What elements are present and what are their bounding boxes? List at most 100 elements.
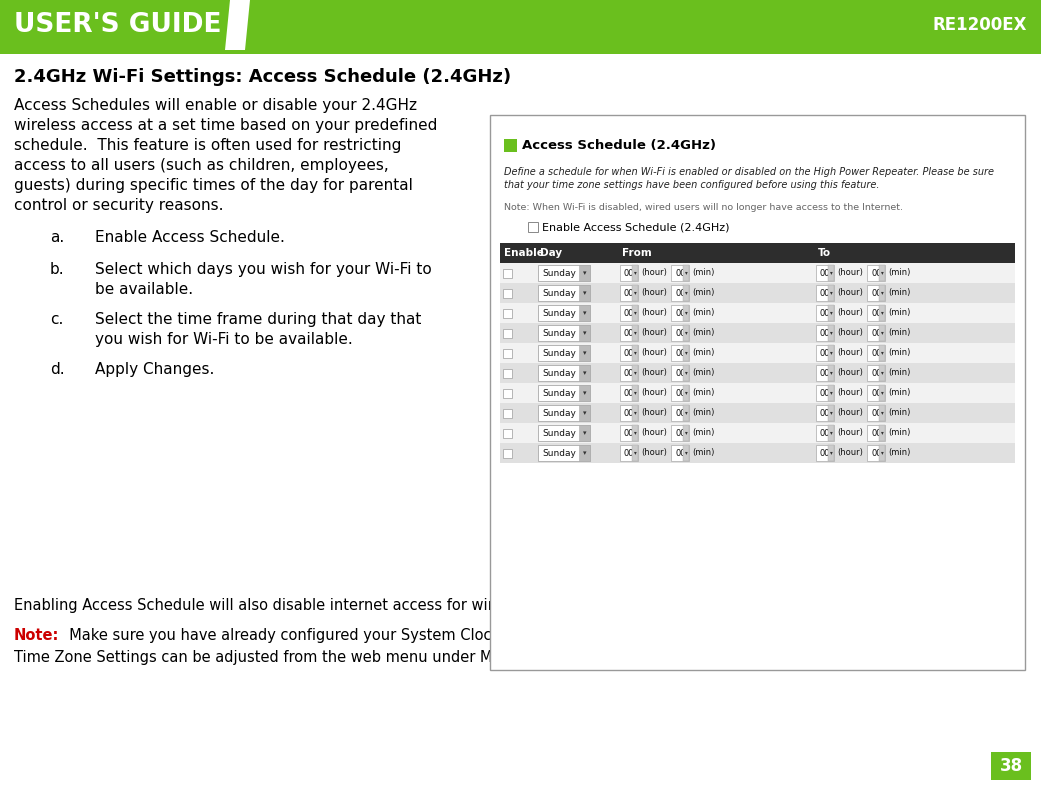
Bar bbox=[538, 325, 590, 341]
Text: ▾: ▾ bbox=[881, 371, 884, 375]
Text: ▾: ▾ bbox=[830, 310, 833, 315]
Text: ▾: ▾ bbox=[634, 411, 636, 416]
Bar bbox=[632, 365, 638, 381]
Text: ▾: ▾ bbox=[830, 450, 833, 456]
Text: 00: 00 bbox=[871, 449, 882, 457]
Bar bbox=[671, 265, 689, 281]
Text: (hour): (hour) bbox=[641, 348, 667, 358]
Text: guests) during specific times of the day for parental: guests) during specific times of the day… bbox=[14, 178, 413, 193]
Bar bbox=[683, 265, 689, 281]
Text: 00: 00 bbox=[820, 309, 831, 318]
Text: 00: 00 bbox=[871, 428, 882, 438]
Text: ▾: ▾ bbox=[881, 390, 884, 396]
Bar bbox=[500, 243, 1015, 263]
Text: Sunday: Sunday bbox=[542, 449, 576, 457]
Text: ▾: ▾ bbox=[634, 330, 636, 336]
Text: (hour): (hour) bbox=[641, 288, 667, 298]
Text: Note: When Wi-Fi is disabled, wired users will no longer have access to the Inte: Note: When Wi-Fi is disabled, wired user… bbox=[504, 203, 903, 212]
Bar bbox=[632, 305, 638, 321]
Text: (hour): (hour) bbox=[837, 269, 863, 277]
Bar bbox=[579, 285, 590, 301]
Text: (min): (min) bbox=[888, 449, 911, 457]
Bar bbox=[879, 365, 885, 381]
Bar bbox=[671, 305, 689, 321]
Bar bbox=[879, 325, 885, 341]
Bar bbox=[500, 363, 1015, 383]
Text: From: From bbox=[623, 248, 652, 258]
Text: 00: 00 bbox=[820, 348, 831, 358]
Bar bbox=[879, 285, 885, 301]
Text: Access Schedules will enable or disable your 2.4GHz: Access Schedules will enable or disable … bbox=[14, 98, 417, 113]
Text: ▾: ▾ bbox=[634, 291, 636, 295]
Bar bbox=[816, 445, 834, 461]
Text: RE1200EX: RE1200EX bbox=[933, 16, 1027, 34]
Bar bbox=[867, 305, 885, 321]
Text: ▾: ▾ bbox=[830, 431, 833, 435]
Bar bbox=[828, 345, 834, 361]
Text: Sunday: Sunday bbox=[542, 348, 576, 358]
Text: 00: 00 bbox=[624, 449, 635, 457]
Text: ▾: ▾ bbox=[685, 270, 687, 276]
Text: Sunday: Sunday bbox=[542, 288, 576, 298]
Text: 00: 00 bbox=[871, 348, 882, 358]
Text: ▾: ▾ bbox=[830, 270, 833, 276]
Bar bbox=[991, 752, 1031, 780]
Text: 00: 00 bbox=[675, 368, 686, 378]
Bar bbox=[879, 445, 885, 461]
Text: Apply Changes.: Apply Changes. bbox=[95, 362, 214, 377]
Text: ▾: ▾ bbox=[830, 390, 833, 396]
Bar bbox=[538, 385, 590, 401]
Text: ▾: ▾ bbox=[881, 270, 884, 276]
Text: Sunday: Sunday bbox=[542, 269, 576, 277]
Text: that your time zone settings have been configured before using this feature.: that your time zone settings have been c… bbox=[504, 180, 880, 190]
Bar bbox=[503, 288, 512, 298]
Text: (hour): (hour) bbox=[641, 309, 667, 318]
Text: Sunday: Sunday bbox=[542, 428, 576, 438]
Bar bbox=[816, 405, 834, 421]
Text: ▾: ▾ bbox=[634, 351, 636, 356]
Bar bbox=[879, 265, 885, 281]
Bar bbox=[879, 425, 885, 441]
Bar bbox=[500, 403, 1015, 423]
Text: Select which days you wish for your Wi-Fi to: Select which days you wish for your Wi-F… bbox=[95, 262, 432, 277]
Text: ▾: ▾ bbox=[583, 410, 586, 416]
Bar bbox=[683, 365, 689, 381]
Bar bbox=[538, 445, 590, 461]
Bar bbox=[683, 385, 689, 401]
Text: 00: 00 bbox=[624, 368, 635, 378]
Text: (min): (min) bbox=[692, 309, 714, 318]
Text: ▾: ▾ bbox=[583, 290, 586, 296]
Text: ▾: ▾ bbox=[881, 291, 884, 295]
Bar bbox=[828, 365, 834, 381]
Bar bbox=[503, 348, 512, 358]
Text: (min): (min) bbox=[692, 348, 714, 358]
Bar bbox=[816, 285, 834, 301]
Text: (hour): (hour) bbox=[641, 368, 667, 378]
Bar bbox=[500, 263, 1015, 283]
Text: 00: 00 bbox=[624, 288, 635, 298]
Text: ▾: ▾ bbox=[881, 431, 884, 435]
Text: ▾: ▾ bbox=[881, 411, 884, 416]
Text: 00: 00 bbox=[871, 368, 882, 378]
Bar bbox=[632, 385, 638, 401]
Text: b.: b. bbox=[50, 262, 65, 277]
Bar bbox=[0, 0, 1041, 50]
Bar bbox=[538, 265, 590, 281]
Text: (hour): (hour) bbox=[641, 449, 667, 457]
Bar bbox=[620, 325, 638, 341]
Bar bbox=[579, 445, 590, 461]
Bar bbox=[632, 405, 638, 421]
Bar bbox=[538, 365, 590, 381]
Text: (min): (min) bbox=[692, 288, 714, 298]
Bar bbox=[503, 329, 512, 337]
Text: ▾: ▾ bbox=[830, 330, 833, 336]
Text: (min): (min) bbox=[888, 309, 911, 318]
Bar bbox=[671, 425, 689, 441]
Text: 00: 00 bbox=[675, 428, 686, 438]
Text: 00: 00 bbox=[820, 428, 831, 438]
Text: 00: 00 bbox=[675, 288, 686, 298]
Text: be available.: be available. bbox=[95, 282, 194, 297]
Text: ▾: ▾ bbox=[881, 330, 884, 336]
Text: Note:: Note: bbox=[14, 628, 59, 643]
Text: Make sure you have already configured your System Clock in order for your schedu: Make sure you have already configured yo… bbox=[60, 628, 826, 643]
